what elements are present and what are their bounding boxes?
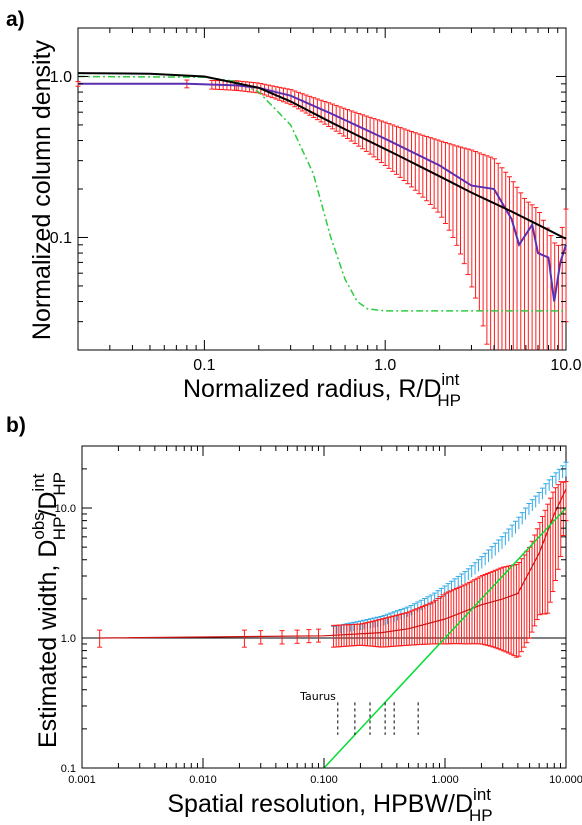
panel-b-ylabel-sup2: int <box>29 473 48 491</box>
panel-a-x-tick-label: 10.0 <box>550 357 581 374</box>
panel-b-y-tick-label: 1.0 <box>61 633 76 645</box>
panel-a-chart: 0.1 1.0 10.0 0.1 1.0 <box>50 27 582 374</box>
panel-b-x-tick-label: 1.000 <box>431 774 459 786</box>
panel-a-letter: a) <box>6 8 25 31</box>
panel-a-y-tick-label: 0.1 <box>50 230 72 247</box>
panel-b-ylabel-sub1: HP <box>50 517 69 541</box>
panel-b-y-tick-label: 10.0 <box>55 503 76 515</box>
panel-b-xlabel-sup: int <box>473 785 491 804</box>
panel-b-ylabel-main: Estimated width, D <box>34 540 62 748</box>
panel-a-xlabel-main: Normalized radius, R/D <box>183 375 441 403</box>
panel-a-xlabel-sup: int <box>441 370 459 389</box>
panel-a-ticks: 0.1 1.0 10.0 0.1 1.0 <box>50 27 582 374</box>
panel-b-xlabel-sub: HP <box>469 806 493 825</box>
panel-b-green-line <box>323 507 567 769</box>
panel-b-chart: 0.001 0.010 0.100 1.000 10.000 0.1 1.0 10.0 Tau… <box>55 445 582 786</box>
panel-a-x-tick-label: 0.1 <box>193 357 215 374</box>
panel-b-ylabel-sep: /D <box>34 492 62 517</box>
panel-b-ylabel-sup1: obs <box>29 512 48 539</box>
panel-a-xlabel-sub: HP <box>437 391 461 410</box>
panel-b-x-tick-label: 0.010 <box>189 774 217 786</box>
panel-a-black-line <box>77 72 567 240</box>
panel-b-x-tick-label: 10.000 <box>549 774 582 786</box>
panel-b-xlabel-main: Spatial resolution, HPBW/D <box>167 790 473 818</box>
panel-b-xlabel: Spatial resolution, HPBW/Dint HP <box>167 785 492 825</box>
panel-a-green-dashdot-line <box>77 75 566 312</box>
panel-b-ylabel-sub2: HP <box>50 472 69 496</box>
panel-b-x-tick-label: 0.001 <box>68 774 96 786</box>
panel-b-series-group <box>82 461 569 769</box>
panel-b-y-tick-label: 0.1 <box>61 763 76 775</box>
panel-b-letter: b) <box>6 414 26 437</box>
taurus-annotation: Taurus <box>299 690 336 703</box>
panel-b-ylabel: Estimated width, Dobs HP/Dint HP <box>29 472 69 748</box>
panel-b-frame <box>81 445 567 769</box>
panel-b-red-line <box>99 488 567 639</box>
panel-b-x-tick-label: 0.100 <box>310 774 338 786</box>
panel-a-y-tick-label: 1.0 <box>50 69 72 86</box>
panel-b-ticks: 0.001 0.010 0.100 1.000 10.000 0.1 1.0 10.0 <box>55 445 582 786</box>
panel-a-series-group <box>75 72 569 350</box>
panel-a-x-tick-label: 1.0 <box>374 357 396 374</box>
panel-a-xlabel: Normalized radius, R/Dint HP <box>183 370 461 410</box>
panel-a-ylabel: Normalized column density <box>28 39 56 340</box>
panel-a-purple-line <box>78 82 567 302</box>
